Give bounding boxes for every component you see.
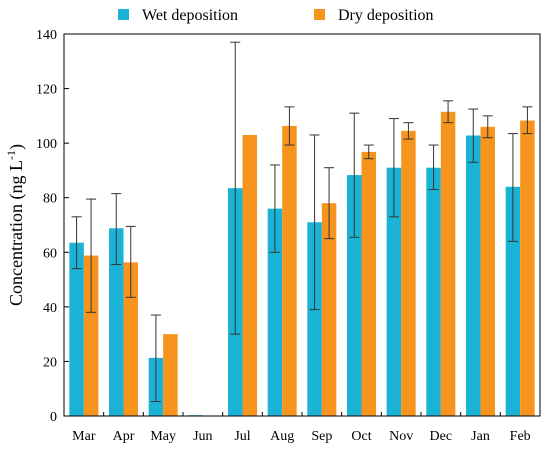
legend-label: Dry deposition	[338, 7, 434, 24]
x-tick-label: Oct	[351, 429, 371, 444]
x-tick-label: Dec	[430, 429, 453, 444]
x-tick-label: May	[150, 429, 176, 444]
legend-swatch	[314, 9, 325, 20]
x-axis: Mar Apr May Jun Jul Aug Sep Oct Nov Dec Jan Feb	[63, 412, 531, 444]
bars-layer	[69, 111, 535, 417]
error-bars-layer	[71, 41, 533, 403]
y-tick-label: 20	[43, 355, 57, 370]
bar-dry	[440, 111, 456, 416]
legend-label: Wet deposition	[142, 7, 238, 24]
bar-dry	[282, 125, 297, 417]
x-tick-label: Sep	[311, 429, 332, 444]
bar-dry	[163, 334, 178, 416]
bar-wet	[69, 242, 84, 416]
x-tick-label: Jun	[193, 429, 212, 444]
bar-wet	[267, 208, 283, 416]
y-tick-label: 80	[43, 192, 57, 207]
x-tick-label: Jul	[234, 429, 250, 444]
legend: Wet deposition Dry deposition	[118, 7, 434, 24]
y-tick-label: 40	[43, 301, 57, 316]
y-axis-title-end: )	[6, 144, 27, 150]
x-tick-label: Apr	[113, 429, 135, 444]
bar-dry	[83, 255, 99, 416]
bar-dry	[480, 126, 495, 417]
bar-dry	[361, 151, 376, 417]
bar-wet	[466, 135, 481, 416]
y-tick-label: 60	[43, 246, 57, 261]
bar-dry	[123, 262, 138, 416]
y-tick-label: 0	[50, 410, 57, 425]
x-tick-label: Jan	[471, 429, 490, 444]
bar-wet	[386, 167, 402, 416]
bar-dry	[321, 203, 337, 416]
bar-dry	[401, 130, 416, 416]
x-tick-label: Feb	[510, 429, 531, 444]
bar-wet	[426, 167, 441, 416]
y-tick-label: 120	[36, 83, 57, 98]
bar-wet	[307, 222, 322, 416]
bar-wet	[109, 228, 124, 416]
y-axis-title-text: Concentration (ng L	[6, 160, 27, 306]
y-axis-title: Concentration (ng L-1)	[4, 144, 27, 306]
y-axis: 0 20 40 60 80 100 120 140	[36, 28, 69, 425]
plot-frame	[63, 33, 541, 417]
bar-dry	[242, 134, 257, 416]
legend-swatch	[118, 9, 129, 20]
bar-wet	[347, 175, 362, 416]
x-tick-label: Aug	[270, 429, 294, 444]
y-axis-title-superscript: -1	[4, 150, 18, 160]
y-tick-label: 140	[36, 28, 57, 43]
bar-dry	[520, 120, 535, 416]
y-tick-label: 100	[36, 137, 57, 152]
x-tick-label: Nov	[389, 429, 413, 444]
bar-wet	[505, 186, 521, 416]
x-tick-label: Mar	[72, 429, 96, 444]
